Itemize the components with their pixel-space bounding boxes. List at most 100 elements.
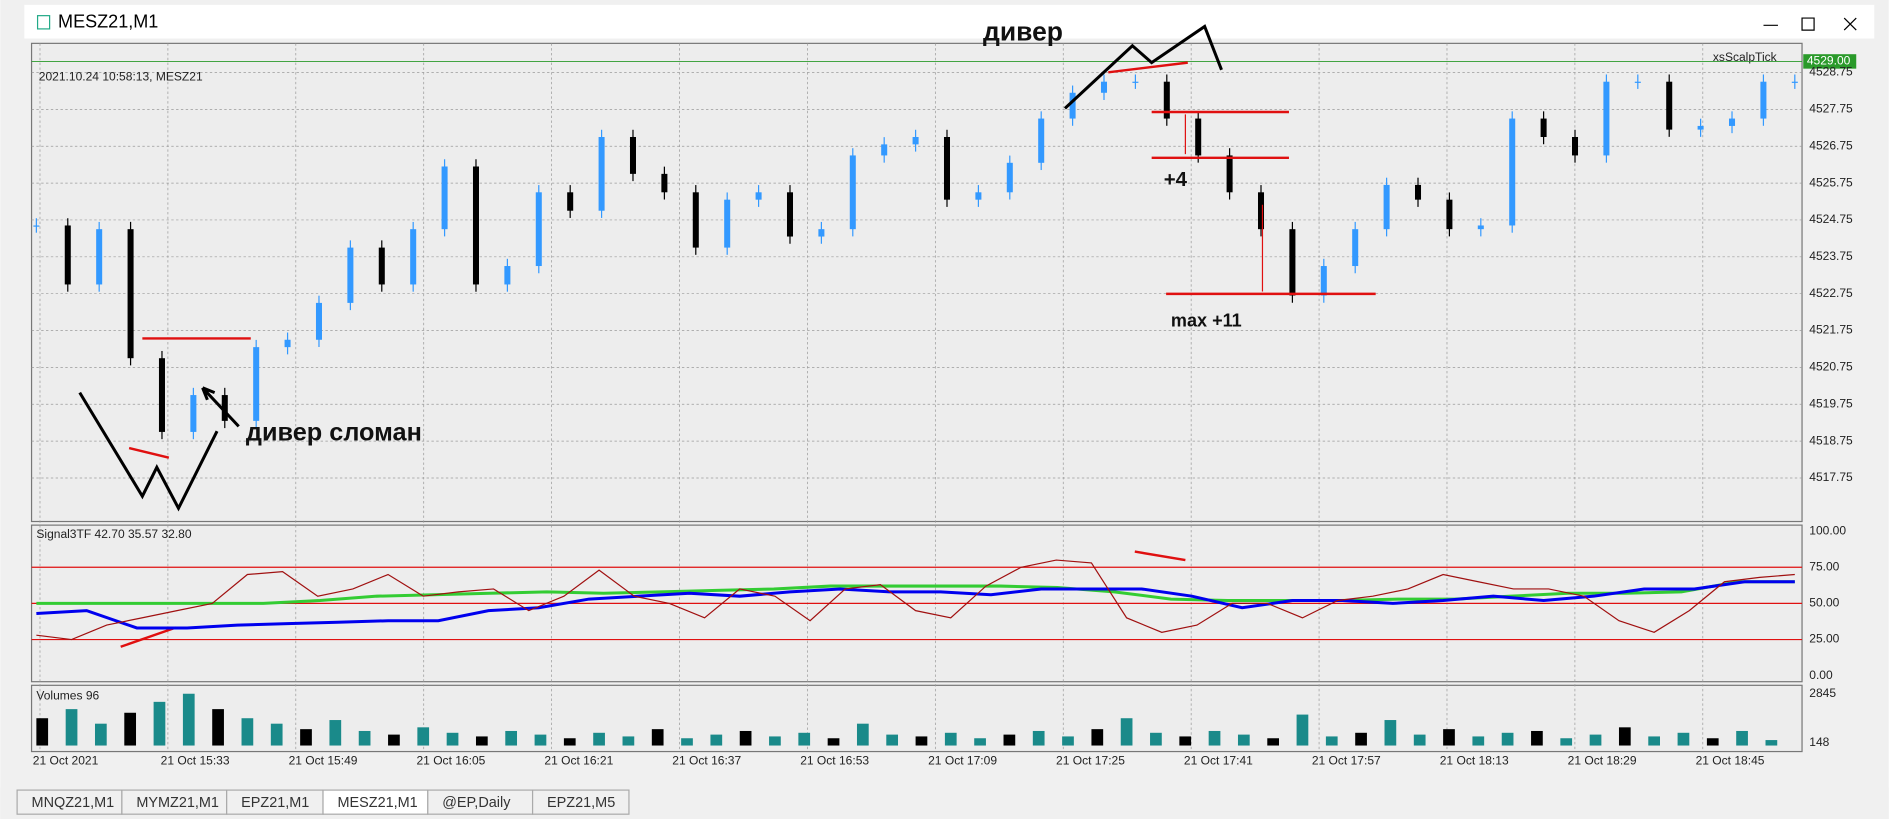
tab-label[interactable]: MESZ21,M1: [337, 795, 417, 811]
volume-bar: [300, 729, 312, 746]
volume-bar: [1120, 718, 1133, 746]
tab-label[interactable]: @EP,Daily: [442, 795, 511, 811]
volume-bar: [1706, 738, 1719, 746]
volume-bar: [1531, 730, 1543, 746]
time-label: 21 Oct 16:05: [416, 753, 485, 767]
tab-label[interactable]: EPZ21,M1: [241, 795, 309, 811]
volume-bar: [1501, 732, 1514, 746]
candle: [755, 192, 762, 200]
osc-tick-label: 0.00: [1809, 668, 1833, 682]
volume-bar: [446, 732, 459, 746]
volume-bar: [1677, 732, 1690, 746]
volume-bar: [739, 730, 752, 746]
volume-bar: [182, 693, 195, 746]
red-arrows: [1184, 114, 1264, 292]
candle: [1226, 155, 1233, 193]
price-tick-label: 4523.75: [1809, 249, 1853, 263]
osc-tick-label: 25.00: [1809, 632, 1839, 646]
candle: [190, 395, 197, 432]
volume-bar: [563, 738, 576, 746]
tab[interactable]: [16, 789, 123, 815]
volume-bar: [36, 718, 49, 746]
tab[interactable]: [531, 789, 630, 815]
osc-tick-label: 100.00: [1809, 523, 1846, 537]
candle: [284, 339, 291, 348]
candle: [1634, 81, 1641, 83]
candle: [1729, 118, 1736, 126]
tab[interactable]: [322, 789, 429, 815]
volume-bar: [769, 736, 781, 746]
annotation: max +11: [1171, 310, 1242, 330]
volume-bar: [212, 709, 224, 746]
candle: [598, 136, 605, 211]
vol-tick-label: 2845: [1809, 686, 1836, 700]
osc-line: [36, 580, 1795, 630]
volume-bar: [710, 734, 723, 746]
vol-tick-label: 148: [1809, 735, 1829, 749]
tab[interactable]: [121, 789, 228, 815]
candle: [567, 192, 574, 211]
time-label: 21 Oct 17:25: [1056, 753, 1125, 767]
volume-bar: [1179, 736, 1192, 746]
tab-label[interactable]: MYMZ21,M1: [136, 795, 219, 811]
candle: [347, 247, 354, 303]
volume-bar: [358, 730, 371, 746]
tab-label[interactable]: MNQZ21,M1: [32, 795, 115, 811]
volume-bar: [1003, 734, 1016, 746]
window-title: MESZ21,M1: [58, 12, 158, 32]
volume-bar: [1208, 730, 1221, 746]
osc-tick-label: 75.00: [1809, 559, 1839, 573]
volume-bar: [1560, 738, 1573, 746]
tab-label[interactable]: EPZ21,M5: [547, 795, 615, 811]
volume-bar: [124, 712, 137, 746]
price-tick-label: 4520.75: [1809, 360, 1853, 374]
volume-bar: [622, 736, 635, 746]
candle: [1603, 81, 1610, 156]
tab[interactable]: [226, 789, 324, 815]
volume-bar: [798, 732, 811, 746]
tab[interactable]: [427, 789, 534, 815]
osc-line: [36, 559, 1795, 641]
candle: [441, 166, 448, 230]
volume-bar: [1091, 729, 1104, 746]
volume-bar: [1443, 729, 1455, 746]
volume-bar: [1296, 714, 1309, 746]
candle: [1195, 118, 1202, 156]
candle: [33, 225, 40, 227]
candle: [1069, 92, 1076, 119]
time-label: 21 Oct 16:37: [672, 753, 741, 767]
candle: [253, 347, 260, 421]
time-label: 21 Oct 15:49: [289, 753, 358, 767]
time-label: 21 Oct 16:21: [544, 753, 613, 767]
candle: [881, 144, 888, 156]
candle: [1760, 81, 1767, 119]
volume-bar: [94, 723, 107, 746]
candle: [378, 247, 385, 285]
candle: [504, 266, 511, 285]
window-buttons[interactable]: [1763, 17, 1857, 31]
price-tick-label: 4527.75: [1809, 102, 1853, 116]
volume-bar: [475, 736, 488, 746]
volume-bar: [681, 738, 693, 746]
candle: [818, 229, 825, 237]
volume-bar: [1032, 730, 1045, 746]
candle: [472, 166, 479, 285]
icon: [36, 15, 51, 30]
volume-bar: [505, 730, 518, 746]
volume-bar: [827, 738, 840, 746]
candle: [1132, 81, 1139, 83]
time-label: 21 Oct 15:33: [161, 753, 230, 767]
candle: [1257, 192, 1265, 230]
volume-bar: [1062, 736, 1074, 746]
volume-bar: [886, 734, 899, 746]
title-bar: [24, 4, 1875, 39]
red-lines: [120, 61, 1376, 648]
candle: [1038, 118, 1045, 163]
price-tick-label: 4528.75: [1809, 65, 1853, 79]
candle: [1100, 81, 1108, 93]
volume-bar: [651, 729, 664, 746]
candle: [692, 192, 699, 248]
candle: [410, 229, 417, 285]
candle: [849, 155, 856, 230]
volume-bar: [329, 720, 342, 746]
